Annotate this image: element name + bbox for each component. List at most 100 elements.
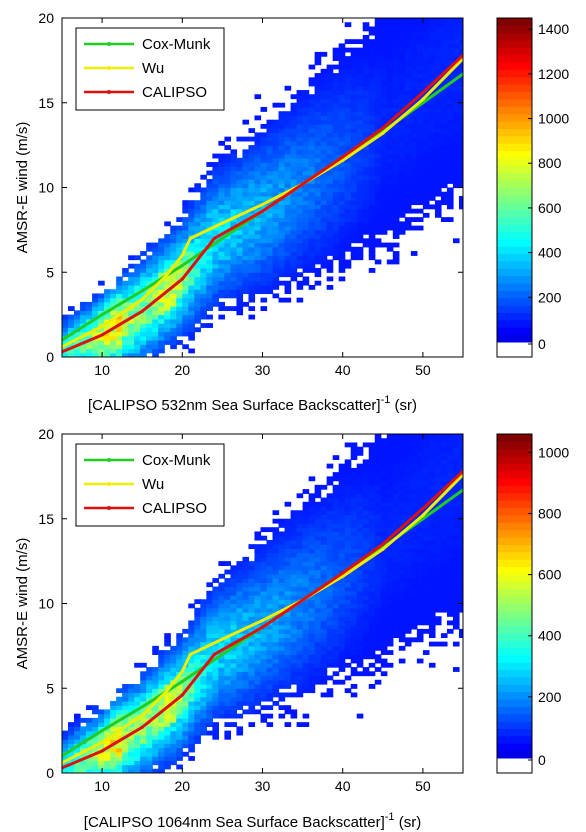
- colorbar-level: [497, 91, 532, 100]
- colorbar-frame: [496, 17, 533, 358]
- colorbar-tick-label: 400: [538, 628, 562, 644]
- y-tick-label: 0: [46, 765, 54, 781]
- series-point: [180, 253, 184, 257]
- series-point: [164, 690, 168, 694]
- colorbar-level: [497, 238, 532, 247]
- colorbar-level: [497, 172, 532, 181]
- colorbar-level: [497, 596, 532, 604]
- series-point: [100, 324, 104, 329]
- colorbar-level: [497, 327, 532, 336]
- colorbar-level: [497, 441, 532, 450]
- legend-marker: [107, 42, 111, 46]
- colorbar-level: [497, 507, 532, 516]
- colorbar-tick-label: 600: [538, 200, 562, 216]
- colorbar-tick-label: 200: [538, 689, 562, 705]
- colorbar-level: [497, 194, 532, 203]
- series-point: [188, 236, 192, 240]
- series-point: [341, 571, 345, 575]
- colorbar-level: [497, 559, 532, 568]
- colorbar-level: [497, 180, 532, 188]
- colorbar-level: [497, 246, 532, 255]
- y-axis-label: AMSR-E wind (m/s): [14, 122, 31, 254]
- colorbar-level: [497, 25, 532, 34]
- colorbar-level: [497, 699, 532, 707]
- colorbar-level: [497, 647, 532, 656]
- x-tick-label: 30: [255, 778, 271, 794]
- colorbar-tick-label: 800: [538, 155, 562, 171]
- series-point: [421, 506, 425, 511]
- legend-marker: [107, 458, 111, 462]
- colorbar-zero-swatch: [497, 344, 532, 357]
- x-axis-label: [CALIPSO 532nm Sea Surface Backscatter]-…: [88, 394, 417, 414]
- colorbar-tick-label: 1000: [538, 444, 569, 460]
- colorbar-tick-label: 0: [538, 336, 546, 352]
- colorbar-level: [497, 54, 532, 63]
- legend-label: Cox-Munk: [142, 452, 211, 469]
- colorbar-level: [497, 150, 532, 159]
- x-tick-label: 30: [255, 362, 271, 378]
- series-point: [100, 729, 104, 733]
- colorbar-level: [497, 456, 532, 464]
- series-point: [421, 97, 425, 101]
- legend: Cox-Munk Wu CALIPSO: [75, 27, 225, 111]
- colorbar-level: [497, 231, 532, 240]
- legend-marker: [107, 66, 111, 70]
- colorbar-level: [497, 47, 532, 56]
- colorbar-level: [497, 268, 532, 277]
- colorbar-level: [497, 500, 532, 509]
- colorbar-level: [497, 187, 532, 196]
- y-tick-label: 5: [46, 264, 54, 280]
- colorbar-level: [497, 312, 532, 321]
- colorbar-level: [497, 573, 532, 582]
- series-point: [220, 221, 224, 225]
- colorbar: 0 200 400 600 800 1000: [496, 433, 569, 774]
- series-point: [100, 333, 104, 337]
- colorbar-level: [497, 640, 532, 649]
- x-tick-label: 20: [175, 362, 191, 378]
- colorbar-level: [497, 463, 532, 472]
- x-tick-label: 40: [335, 778, 351, 794]
- colorbar-level: [497, 706, 532, 715]
- colorbar-level: [497, 721, 532, 730]
- colorbar-level: [497, 275, 532, 284]
- x-tick-label: 20: [175, 778, 191, 794]
- colorbar-tick-label: 0: [538, 752, 546, 768]
- colorbar-tick-label: 800: [538, 505, 562, 521]
- y-axis-label: AMSR-E wind (m/s): [14, 538, 31, 670]
- series-point: [381, 542, 385, 546]
- series-point: [180, 669, 184, 673]
- colorbar-level: [497, 544, 532, 553]
- chart-panel-1: 10 20 30 40 50 0 5 10 15 20 AMSR-E wind (m/s) [CALI…: [14, 10, 569, 414]
- colorbar-level: [497, 566, 532, 575]
- colorbar-level: [497, 470, 532, 479]
- colorbar-level: [497, 283, 532, 291]
- y-tick-label: 5: [46, 680, 54, 696]
- y-tick-label: 10: [38, 596, 54, 612]
- legend-marker: [107, 90, 111, 94]
- colorbar-level: [497, 750, 532, 759]
- colorbar-level: [497, 522, 532, 531]
- x-axis-label: [CALIPSO 1064nm Sea Surface Backscatter]…: [84, 811, 421, 831]
- series-point: [140, 297, 144, 301]
- series-point: [180, 693, 184, 697]
- colorbar-level: [497, 713, 532, 722]
- series-point: [220, 637, 224, 641]
- series-point: [180, 263, 184, 268]
- colorbar-level: [497, 32, 532, 41]
- x-tick-label: 10: [94, 778, 110, 794]
- colorbar-level: [497, 728, 532, 737]
- series-point: [381, 126, 385, 130]
- colorbar-level: [497, 106, 532, 115]
- y-tick-label: 15: [38, 95, 54, 111]
- colorbar-level: [497, 290, 532, 299]
- colorbar-level: [497, 84, 532, 93]
- series-point: [188, 652, 192, 656]
- legend-label: Wu: [142, 60, 164, 77]
- colorbar-level: [497, 216, 532, 225]
- colorbar-level: [497, 305, 532, 314]
- colorbar-level: [497, 551, 532, 560]
- colorbar-level: [497, 209, 532, 218]
- colorbar-level: [497, 157, 532, 166]
- legend-label: CALIPSO: [142, 84, 207, 101]
- colorbar-level: [497, 691, 532, 700]
